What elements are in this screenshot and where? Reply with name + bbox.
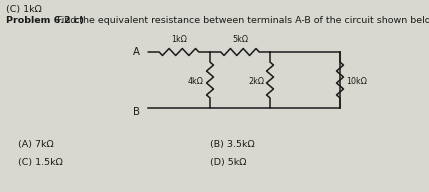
Text: (B) 3.5kΩ: (B) 3.5kΩ — [210, 140, 255, 149]
Text: 5kΩ: 5kΩ — [232, 35, 248, 44]
Text: A: A — [133, 47, 140, 57]
Text: (D) 5kΩ: (D) 5kΩ — [210, 158, 247, 167]
Text: Problem 6.2 c): Problem 6.2 c) — [6, 16, 84, 25]
Text: (A) 7kΩ: (A) 7kΩ — [18, 140, 54, 149]
Text: Find the equivalent resistance between terminals A-B of the circuit shown below.: Find the equivalent resistance between t… — [54, 16, 429, 25]
Text: (C) 1.5kΩ: (C) 1.5kΩ — [18, 158, 63, 167]
Text: 10kΩ: 10kΩ — [346, 78, 367, 87]
Text: (C) 1kΩ: (C) 1kΩ — [6, 5, 42, 14]
Text: B: B — [133, 107, 140, 117]
Text: 2kΩ: 2kΩ — [248, 78, 264, 87]
Text: 1kΩ: 1kΩ — [171, 35, 187, 44]
Text: 4kΩ: 4kΩ — [188, 78, 204, 87]
